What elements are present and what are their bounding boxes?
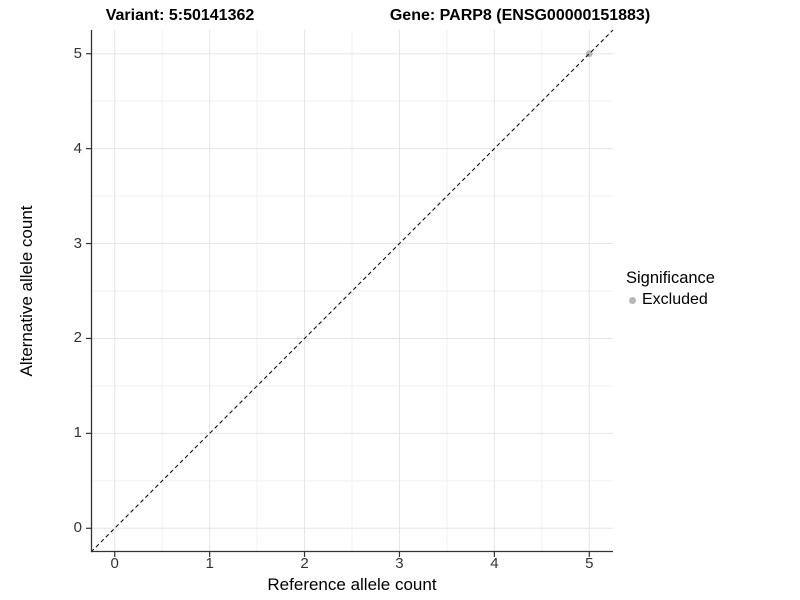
- legend: Significance Excluded: [626, 269, 715, 309]
- y-tick-label: 0: [73, 519, 82, 537]
- x-tick-label: 3: [395, 555, 404, 572]
- y-tick-label: 5: [73, 44, 82, 62]
- variant-title: Variant: 5:50141362: [105, 7, 255, 24]
- plot-panel: [86, 29, 614, 557]
- excluded-point-icon: [629, 296, 636, 304]
- x-axis-title: Reference allele count: [267, 575, 437, 594]
- x-tick-label: 0: [110, 555, 119, 572]
- legend-item-label: Excluded: [642, 291, 708, 308]
- y-tick-label: 2: [73, 329, 82, 347]
- y-axis-title: Alternative allele count: [17, 205, 36, 377]
- y-tick-label: 3: [73, 234, 82, 252]
- y-tick-label: 4: [73, 139, 82, 157]
- x-tick-label: 1: [205, 555, 214, 572]
- gene-title: Gene: PARP8 (ENSG00000151883): [389, 7, 651, 24]
- y-tick-label: 1: [73, 424, 82, 442]
- panel-group: [86, 29, 614, 557]
- x-tick-label: 5: [585, 555, 594, 572]
- x-tick-label: 4: [490, 555, 499, 572]
- legend-title: Significance: [626, 269, 715, 287]
- legend-item-excluded: Excluded: [626, 291, 715, 309]
- x-tick-label: 2: [300, 555, 309, 572]
